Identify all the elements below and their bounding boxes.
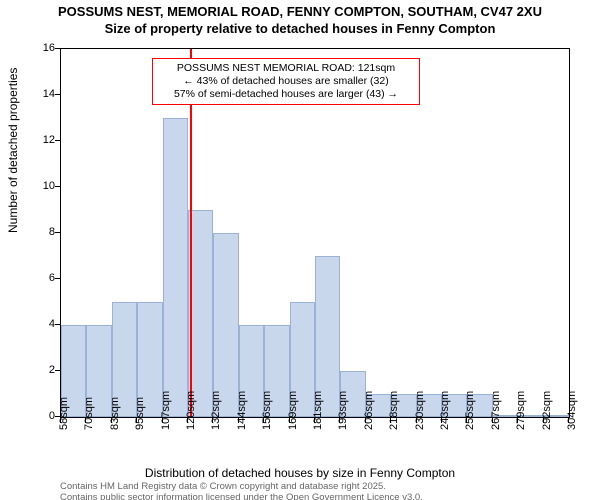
y-tick-mark	[55, 232, 60, 233]
y-tick-mark	[55, 48, 60, 49]
histogram-bar	[163, 118, 188, 417]
y-tick-label: 4	[15, 318, 55, 330]
annotation-box: POSSUMS NEST MEMORIAL ROAD: 121sqm← 43% …	[152, 58, 420, 105]
annotation-line: POSSUMS NEST MEMORIAL ROAD: 121sqm	[159, 62, 413, 75]
y-tick-label: 16	[15, 42, 55, 54]
y-tick-mark	[55, 324, 60, 325]
y-tick-label: 0	[15, 410, 55, 422]
title-line-1: POSSUMS NEST, MEMORIAL ROAD, FENNY COMPT…	[0, 4, 600, 19]
y-tick-label: 14	[15, 88, 55, 100]
y-tick-label: 2	[15, 364, 55, 376]
chart-container: { "title": { "line1": "POSSUMS NEST, MEM…	[0, 0, 600, 500]
y-tick-label: 8	[15, 226, 55, 238]
annotation-line: ← 43% of detached houses are smaller (32…	[159, 75, 413, 88]
footer-line-1: Contains HM Land Registry data © Crown c…	[60, 481, 386, 492]
y-tick-mark	[55, 278, 60, 279]
title-line-2: Size of property relative to detached ho…	[0, 21, 600, 36]
y-tick-mark	[55, 186, 60, 187]
chart-title: POSSUMS NEST, MEMORIAL ROAD, FENNY COMPT…	[0, 4, 600, 36]
y-tick-label: 10	[15, 180, 55, 192]
y-tick-mark	[55, 140, 60, 141]
annotation-line: 57% of semi-detached houses are larger (…	[159, 88, 413, 101]
x-axis-label: Distribution of detached houses by size …	[0, 466, 600, 480]
y-tick-mark	[55, 370, 60, 371]
y-tick-label: 12	[15, 134, 55, 146]
histogram-bar	[213, 233, 238, 417]
footer-line-2: Contains public sector information licen…	[60, 492, 423, 500]
y-tick-mark	[55, 94, 60, 95]
y-tick-label: 6	[15, 272, 55, 284]
